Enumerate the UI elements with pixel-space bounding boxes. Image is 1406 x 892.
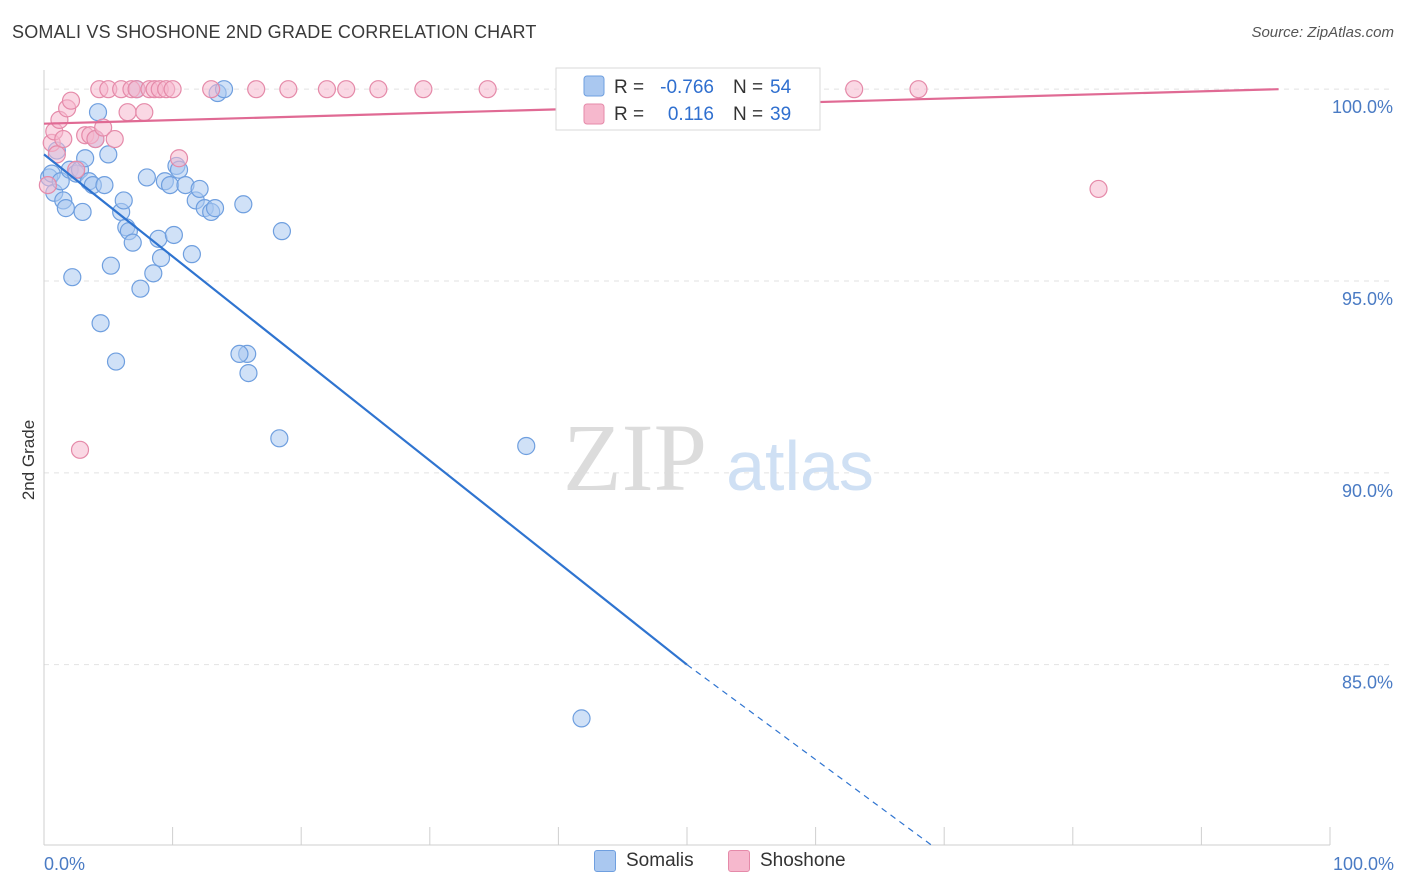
legend-n-label-somalis: N = (733, 77, 763, 98)
point-somalis-30 (144, 264, 163, 283)
point-somalis-28 (131, 279, 150, 298)
point-shoshone-30 (279, 80, 298, 99)
watermark: ZIP atlas (563, 404, 874, 511)
point-somalis-18 (95, 175, 114, 195)
chart-title: SOMALI VS SHOSHONE 2ND GRADE CORRELATION… (12, 22, 537, 42)
point-somalis-47 (234, 195, 253, 214)
point-somalis-32 (151, 248, 171, 268)
point-shoshone-29 (247, 80, 266, 99)
point-shoshone-36 (845, 80, 864, 99)
point-shoshone-18 (118, 103, 137, 122)
x-tick-left: 0.0% (44, 854, 85, 874)
point-shoshone-16 (105, 129, 124, 149)
point-somalis-6 (56, 199, 75, 218)
point-shoshone-33 (369, 80, 388, 99)
point-somalis-54 (572, 709, 591, 728)
point-somalis-26 (123, 233, 142, 252)
y-tick-label-1: 95.0% (1342, 289, 1393, 309)
series-legend-somalis: Somalis (594, 850, 694, 872)
legend-swatch-somalis (583, 75, 605, 97)
point-somalis-21 (106, 352, 126, 371)
y-axis-label: 2nd Grade (19, 420, 38, 500)
point-somalis-41 (190, 179, 209, 199)
point-somalis-44 (205, 199, 225, 218)
legend-n-value-shoshone: 39 (770, 104, 791, 125)
point-shoshone-26 (163, 80, 182, 99)
point-somalis-16 (88, 103, 108, 122)
point-shoshone-38 (1089, 179, 1108, 199)
legend-r-label-somalis: R = (614, 77, 644, 98)
point-somalis-35 (164, 225, 183, 245)
point-shoshone-9 (70, 440, 90, 459)
series-legend: Somalis Shoshone (0, 850, 1406, 878)
legend-r-value-somalis: -0.766 (660, 77, 714, 98)
point-somalis-39 (182, 245, 201, 264)
point-somalis-17 (91, 314, 110, 333)
x-tick-right: 100.0% (1333, 854, 1394, 874)
y-tick-label-0: 100.0% (1332, 97, 1393, 117)
trend-line-somalis-extension (686, 664, 932, 846)
legend-r-value-shoshone: 0.116 (668, 104, 714, 125)
legend-r-label-shoshone: R = (614, 104, 644, 125)
point-somalis-11 (73, 202, 92, 222)
legend-n-value-somalis: 54 (770, 77, 792, 98)
legend-swatch-shoshone (583, 103, 605, 125)
series-label-shoshone: Shoshone (760, 850, 846, 871)
point-shoshone-27 (169, 149, 189, 168)
stats-legend: R = -0.766 N = 54 R = 0.116 N = 39 (555, 67, 821, 131)
data-points (38, 80, 1108, 728)
point-shoshone-5 (54, 129, 73, 149)
axes (43, 70, 1331, 846)
legend-n-label-shoshone: N = (733, 104, 763, 125)
point-shoshone-14 (94, 118, 113, 137)
series-swatch-shoshone (728, 850, 750, 872)
trend-line-somalis (43, 153, 688, 666)
watermark-zip: ZIP (563, 404, 707, 511)
point-shoshone-37 (909, 80, 928, 99)
point-somalis-19 (99, 145, 118, 164)
y-tick-label-2: 90.0% (1342, 481, 1393, 501)
y-tick-label-3: 85.0% (1342, 673, 1393, 693)
point-shoshone-28 (202, 80, 221, 99)
point-shoshone-21 (135, 103, 154, 122)
point-shoshone-0 (38, 175, 57, 195)
point-somalis-49 (239, 363, 258, 383)
y-tick-labels: 100.0% 95.0% 90.0% 85.0% (1332, 97, 1393, 692)
point-shoshone-32 (337, 80, 356, 99)
point-shoshone-7 (61, 91, 81, 110)
point-shoshone-34 (414, 80, 433, 99)
point-somalis-50 (230, 344, 249, 364)
series-swatch-somalis (594, 850, 616, 872)
point-somalis-52 (270, 429, 289, 448)
point-somalis-20 (101, 256, 120, 275)
point-somalis-23 (114, 191, 133, 210)
point-somalis-34 (160, 175, 180, 195)
point-shoshone-8 (67, 160, 86, 179)
chart-source: Source: ZipAtlas.com (1251, 24, 1394, 41)
point-somalis-51 (272, 222, 292, 241)
watermark-atlas: atlas (726, 427, 874, 505)
point-shoshone-3 (47, 145, 66, 164)
series-label-somalis: Somalis (626, 850, 694, 871)
point-shoshone-35 (478, 80, 497, 99)
point-somalis-8 (63, 268, 82, 287)
point-somalis-53 (517, 436, 536, 456)
point-shoshone-31 (317, 80, 337, 99)
series-legend-shoshone: Shoshone (728, 850, 846, 872)
point-somalis-29 (137, 168, 156, 187)
